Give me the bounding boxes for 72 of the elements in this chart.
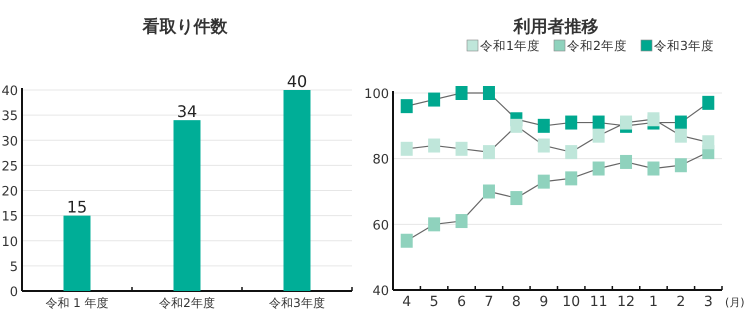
x-tick-label: 5: [430, 294, 439, 310]
x-tick-label: 8: [512, 294, 521, 310]
x-tick-label: 令和2年度: [159, 296, 215, 310]
chart-title: 看取り件数: [142, 17, 228, 37]
point: [456, 214, 468, 228]
chart-title: 利用者推移: [512, 17, 598, 37]
point: [428, 92, 440, 107]
x-tick-label: 11: [590, 294, 608, 310]
y-tick-label: 5: [10, 260, 18, 275]
bar: [174, 120, 200, 291]
point: [620, 154, 632, 169]
point: [647, 162, 660, 176]
point: [538, 118, 550, 133]
point: [702, 135, 714, 150]
data-label: 34: [176, 102, 198, 122]
point: [510, 191, 522, 206]
point: [674, 116, 687, 130]
x-tick-label: 令和 1 年度: [45, 296, 109, 310]
point: [510, 118, 522, 133]
y-tick-label: 100: [364, 87, 389, 102]
y-tick-label: 40: [372, 284, 389, 299]
x-tick-label: 3: [704, 294, 713, 310]
data-label: 15: [66, 198, 88, 217]
point: [592, 128, 605, 143]
point: [428, 138, 440, 153]
legend-label: 令和3年度: [654, 38, 714, 53]
x-tick-label: 1: [648, 294, 658, 310]
legend-label: 令和1年度: [480, 38, 540, 53]
point: [456, 142, 468, 156]
point: [400, 142, 413, 156]
point: [538, 138, 550, 153]
point: [592, 116, 605, 130]
point: [674, 128, 687, 143]
y-tick-label: 80: [372, 152, 389, 168]
y-tick-label: 30: [1, 134, 18, 150]
x-tick-label: 6: [457, 294, 466, 310]
point: [565, 171, 578, 186]
legend-label: 令和2年度: [567, 38, 627, 53]
point: [702, 96, 714, 110]
point: [538, 174, 550, 189]
point: [428, 217, 440, 232]
x-tick-label: 2: [676, 294, 686, 310]
y-tick-label: 35: [1, 109, 18, 124]
point: [647, 112, 660, 126]
y-tick-label: 0: [10, 285, 18, 300]
point: [400, 99, 413, 114]
point: [456, 86, 468, 100]
bar: [284, 90, 310, 291]
point: [592, 162, 605, 176]
y-tick-label: 20: [1, 184, 18, 200]
point: [482, 145, 495, 160]
y-tick-label: 40: [1, 84, 18, 99]
data-label: 40: [286, 72, 308, 91]
point: [482, 184, 495, 198]
x-axis-title: (月): [725, 296, 745, 309]
y-tick-label: 10: [1, 234, 18, 250]
point: [674, 158, 687, 172]
point: [482, 86, 495, 100]
point: [400, 234, 413, 248]
point: [565, 116, 578, 130]
bar: [64, 216, 90, 291]
y-tick-label: 15: [1, 210, 18, 225]
point: [620, 116, 632, 130]
x-tick-label: 12: [617, 294, 635, 310]
x-tick-label: 7: [484, 294, 494, 310]
y-tick-label: 60: [372, 218, 389, 234]
x-tick-label: 令和3年度: [269, 296, 325, 310]
x-tick-label: 9: [539, 294, 548, 310]
y-tick-label: 25: [1, 159, 18, 174]
x-tick-label: 10: [562, 294, 580, 310]
point: [565, 145, 578, 160]
x-tick-label: 4: [402, 294, 412, 310]
